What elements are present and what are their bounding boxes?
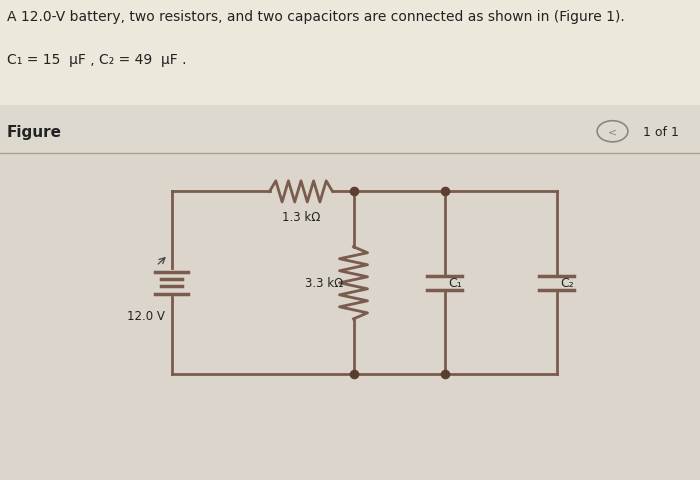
Point: [439, 371, 450, 378]
Text: 1.3 kΩ: 1.3 kΩ: [282, 210, 320, 223]
Point: [348, 371, 359, 378]
Bar: [0, 0, 700, 106]
Text: 1 of 1: 1 of 1: [643, 125, 679, 139]
Text: Figure: Figure: [7, 124, 62, 140]
Text: 12.0 V: 12.0 V: [127, 310, 164, 323]
Bar: [0, 106, 700, 154]
Point: [439, 188, 450, 196]
Point: [348, 188, 359, 196]
Text: 3.3 kΩ: 3.3 kΩ: [304, 276, 343, 290]
Text: <: <: [608, 127, 617, 137]
Text: C₂: C₂: [560, 276, 574, 290]
Text: C₁: C₁: [448, 276, 462, 290]
Text: A 12.0-V battery, two resistors, and two capacitors are connected as shown in (F: A 12.0-V battery, two resistors, and two…: [7, 10, 624, 24]
Bar: [0, 154, 700, 480]
Text: C₁ = 15  μF , C₂ = 49  μF .: C₁ = 15 μF , C₂ = 49 μF .: [7, 53, 186, 67]
